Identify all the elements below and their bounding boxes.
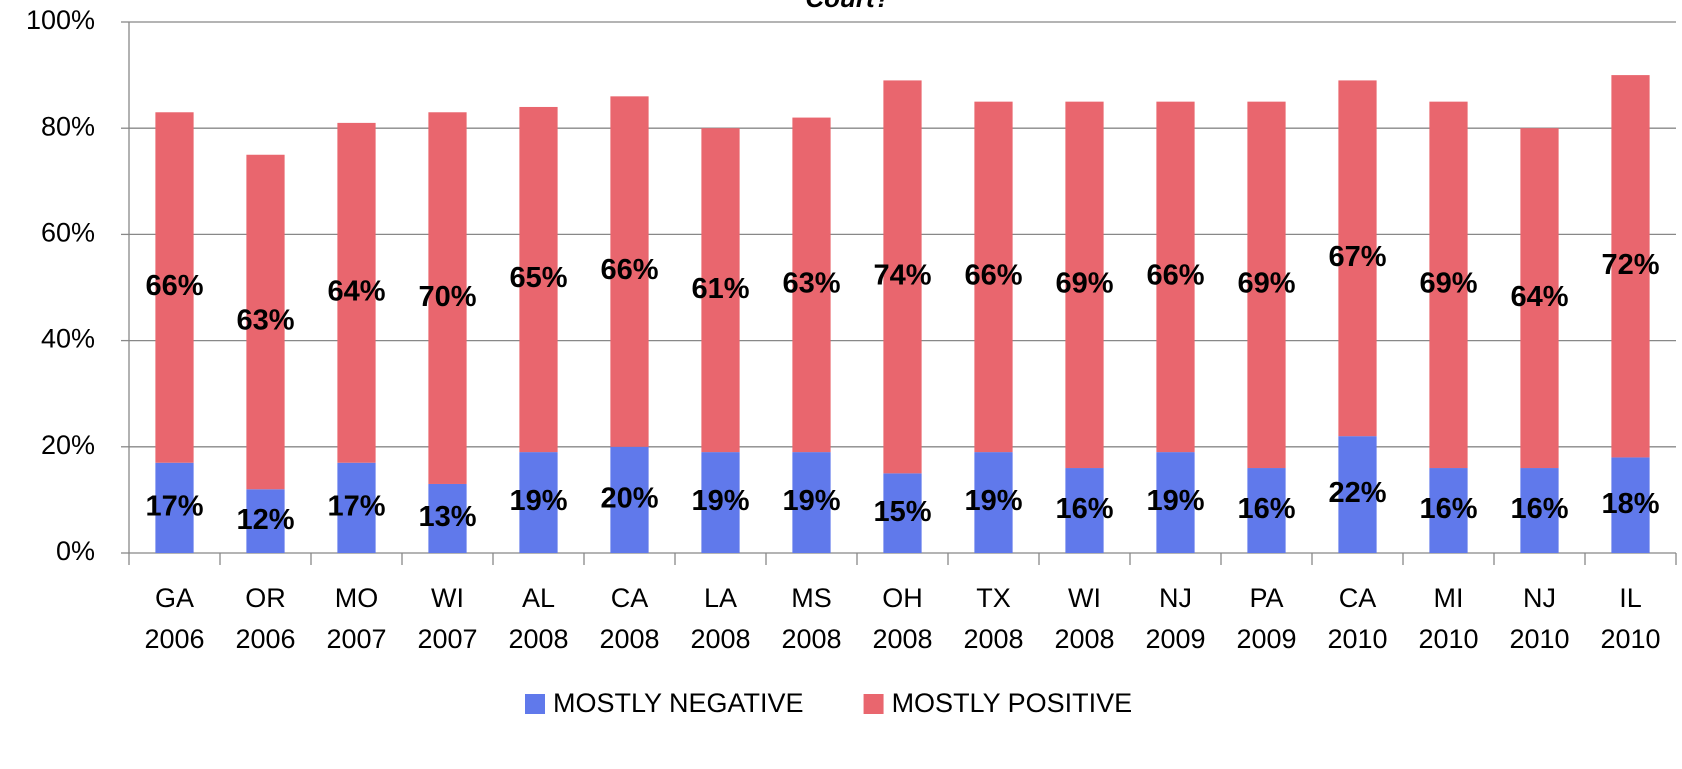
bar-segment [1156, 452, 1195, 553]
y-tick-label: 20% [41, 430, 95, 460]
bar-segment [610, 446, 649, 553]
legend-label: MOSTLY NEGATIVE [553, 688, 804, 718]
data-label: 70% [418, 281, 476, 313]
data-label: 18% [1601, 488, 1659, 520]
data-label: 66% [600, 254, 658, 286]
bar-segment [1247, 101, 1286, 469]
x-tick-label: TX 2008 [963, 583, 1023, 654]
chart-title: Court? [805, 0, 890, 13]
bar-segment [792, 117, 831, 453]
data-label: 66% [1146, 260, 1204, 292]
bar-segment [1338, 80, 1377, 437]
bar-segment [701, 452, 740, 553]
data-label: 66% [145, 270, 203, 302]
data-label: 74% [873, 260, 931, 292]
data-label: 19% [691, 485, 749, 517]
bar-segment [1065, 468, 1104, 553]
bar-segment [155, 462, 194, 553]
bar-segment [519, 452, 558, 553]
data-label: 72% [1601, 249, 1659, 281]
x-tick-label: NJ 2010 [1509, 583, 1569, 654]
x-tick-label: GA 2006 [144, 583, 204, 654]
data-label: 19% [509, 485, 567, 517]
data-label: 20% [600, 483, 658, 515]
bar-segment [883, 80, 922, 474]
bar-segment [1065, 101, 1104, 469]
data-label: 61% [691, 273, 749, 305]
data-label: 64% [1510, 281, 1568, 313]
data-label: 22% [1328, 477, 1386, 509]
y-tick-label: 60% [41, 218, 95, 248]
data-label: 17% [327, 491, 385, 523]
bar-segment [792, 452, 831, 553]
x-tick-label: CA 2010 [1327, 583, 1387, 654]
data-label: 17% [145, 491, 203, 523]
data-label: 12% [236, 504, 294, 536]
legend-swatch [525, 694, 545, 714]
data-label: 65% [509, 262, 567, 294]
bar-segment [701, 128, 740, 453]
bar-segment [155, 112, 194, 463]
data-label: 63% [782, 268, 840, 300]
data-label: 19% [1146, 485, 1204, 517]
bar-segment [1247, 468, 1286, 553]
data-label: 15% [873, 496, 931, 528]
bar-segment [1156, 101, 1195, 453]
bar-segment [428, 112, 467, 484]
legend-label: MOSTLY POSITIVE [892, 688, 1133, 718]
y-tick-label: 0% [56, 536, 95, 566]
bar-segment [974, 452, 1013, 553]
y-tick-label: 80% [41, 111, 95, 141]
legend-swatch [863, 694, 884, 714]
data-label: 19% [964, 485, 1022, 517]
x-tick-label: MS 2008 [781, 583, 841, 654]
bar-segment [519, 106, 558, 453]
data-label: 16% [1510, 493, 1568, 525]
y-tick-label: 100% [26, 5, 95, 35]
bar-segment [1429, 101, 1468, 469]
data-label: 16% [1055, 493, 1113, 525]
data-label: 16% [1419, 493, 1477, 525]
bar-segment [1611, 75, 1650, 458]
x-tick-label: MO 2007 [326, 583, 386, 654]
bar-segment [246, 489, 285, 553]
bar-segment [883, 473, 922, 553]
bar-segment [337, 122, 376, 463]
data-label: 69% [1237, 268, 1295, 300]
bar-segment [428, 483, 467, 553]
bar-segment [1520, 468, 1559, 553]
x-tick-label: PA 2009 [1236, 583, 1296, 654]
x-tick-label: WI 2008 [1054, 583, 1114, 654]
data-label: 13% [418, 501, 476, 533]
bar-segment [1611, 457, 1650, 553]
data-label: 69% [1055, 268, 1113, 300]
bar-segment [246, 154, 285, 490]
data-label: 63% [236, 305, 294, 337]
data-label: 19% [782, 485, 840, 517]
x-tick-label: WI 2007 [417, 583, 477, 654]
data-label: 69% [1419, 268, 1477, 300]
x-tick-label: NJ 2009 [1145, 583, 1205, 654]
x-tick-label: CA 2008 [599, 583, 659, 654]
x-tick-label: OR 2006 [235, 583, 295, 654]
y-tick-label: 40% [41, 324, 95, 354]
bar-segment [337, 462, 376, 553]
x-tick-label: OH 2008 [872, 583, 932, 654]
x-tick-label: AL 2008 [508, 583, 568, 654]
bar-segment [1429, 468, 1468, 553]
data-label: 67% [1328, 241, 1386, 273]
bar-segment [1520, 128, 1559, 469]
data-label: 66% [964, 260, 1022, 292]
x-tick-label: MI 2010 [1418, 583, 1478, 654]
bar-segment [974, 101, 1013, 453]
data-label: 64% [327, 275, 385, 307]
x-tick-label: IL 2010 [1600, 583, 1660, 654]
x-tick-label: LA 2008 [690, 583, 750, 654]
bar-segment [610, 96, 649, 447]
data-label: 16% [1237, 493, 1295, 525]
bar-segment [1338, 436, 1377, 553]
